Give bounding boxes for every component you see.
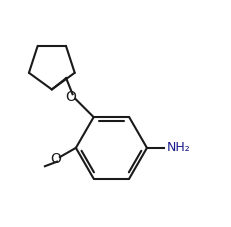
Text: NH₂: NH₂ [166, 141, 189, 154]
Text: O: O [65, 90, 76, 104]
Text: O: O [50, 152, 61, 166]
